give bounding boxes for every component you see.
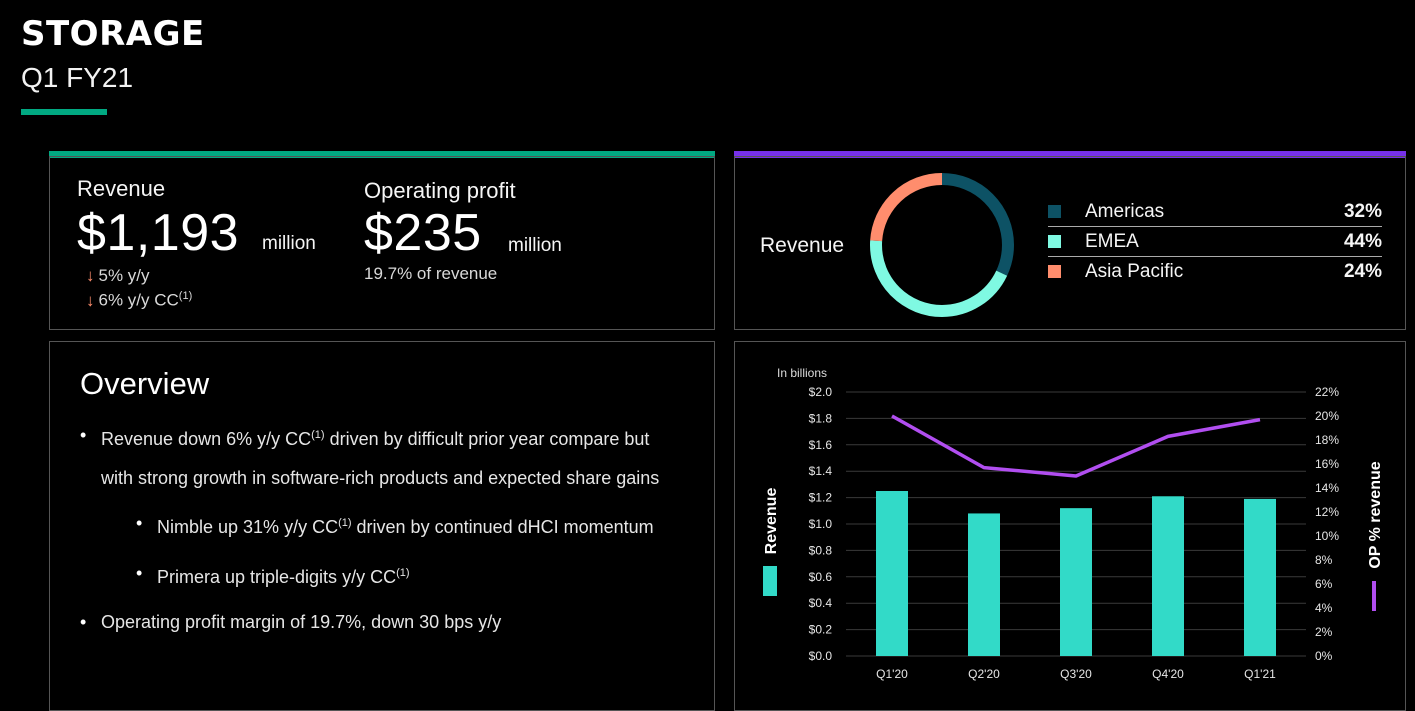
op-percent-line: [891, 414, 1261, 478]
left-axis-tick: $1.6: [809, 438, 833, 452]
right-axis-tick: 22%: [1315, 385, 1339, 399]
down-arrow-icon: ↓: [86, 290, 95, 310]
bullet-dot: •: [80, 425, 87, 445]
revenue-op-chart: In billions $0.0 $0.2 $0.4 $0.6 $0.8 $1.0 $1.2 $…: [763, 366, 1384, 681]
donut-slice-asia-pacific: [870, 173, 1014, 317]
category-label: Q1'21: [1244, 667, 1276, 681]
operating-profit-note: 19.7% of revenue: [364, 264, 498, 283]
bullet-dot: •: [136, 563, 143, 583]
left-axis-tick: $1.8: [809, 411, 833, 425]
category-label: Q1'20: [876, 667, 908, 681]
right-axis-tick: 12%: [1315, 505, 1339, 519]
kpi-panel-top-bar: [49, 151, 715, 158]
page-title: STORAGE: [21, 14, 205, 54]
right-axis-tick: 20%: [1315, 409, 1339, 423]
revenue-bar: [968, 513, 1000, 656]
revenue-value: $1,193: [77, 204, 240, 262]
right-axis-label: OP % revenue: [1367, 461, 1384, 568]
revenue-bar: [1060, 508, 1092, 656]
operating-profit-value: $235: [364, 204, 482, 262]
kpi-panel: [49, 156, 715, 330]
legend-asia-pacific: Asia Pacific 24%: [1048, 258, 1382, 287]
revenue-bar: [1244, 498, 1276, 656]
revenue-mix-top-bar: [734, 151, 1406, 158]
left-axis-tick: $1.4: [809, 464, 833, 478]
right-axis-tick: 6%: [1315, 577, 1333, 591]
left-axis-tick: $0.4: [809, 596, 833, 610]
operating-profit-unit: million: [508, 235, 562, 256]
down-arrow-icon: ↓: [86, 266, 95, 285]
left-axis-tick: $0.8: [809, 543, 833, 557]
revenue-mix-panel: [734, 156, 1406, 330]
left-axis-tick: $1.0: [809, 517, 833, 531]
revenue-mix-label: Revenue: [760, 234, 845, 257]
overview-bullet-2: • Operating profit margin of 19.7%, down …: [80, 603, 501, 642]
right-axis-tick: 2%: [1315, 625, 1333, 639]
left-axis-tick: $2.0: [809, 385, 833, 399]
revenue-mix-donut: [870, 173, 1014, 317]
donut-slice-emea: [870, 173, 1014, 317]
revenue-bar: [876, 491, 908, 656]
right-axis-tick: 14%: [1315, 481, 1339, 495]
category-label: Q3'20: [1060, 667, 1092, 681]
bullet-dot: •: [80, 612, 87, 632]
revenue-bar: [1152, 496, 1184, 656]
legend-emea: EMEA 44%: [1048, 228, 1382, 257]
legend-swatch: [1048, 265, 1061, 278]
revenue-label: Revenue: [77, 176, 166, 201]
revenue-unit: million: [262, 233, 316, 254]
revenue-change-2: ↓ 6% y/y CC(1): [86, 290, 193, 310]
left-axis-label: Revenue: [763, 488, 780, 555]
left-axis-tick: $0.0: [809, 649, 833, 663]
overview-title: Overview: [80, 366, 210, 401]
right-axis-tick: 0%: [1315, 649, 1333, 663]
left-axis-tick: $0.2: [809, 623, 833, 637]
bullet-dot: •: [136, 513, 143, 533]
page-subtitle: Q1 FY21: [21, 62, 134, 93]
legend-swatch: [1048, 205, 1061, 218]
right-axis-tick: 8%: [1315, 553, 1333, 567]
overview-sub-bullet-1: • Nimble up 31% y/y CC(1) driven by conti…: [136, 504, 654, 547]
operating-profit-label: Operating profit: [364, 178, 516, 203]
left-axis-tick: $0.6: [809, 570, 833, 584]
right-axis-tick: 16%: [1315, 457, 1339, 471]
revenue-change-1: ↓ 5% y/y: [86, 266, 150, 285]
overview-sub-bullet-2: • Primera up triple-digits y/y CC(1): [136, 554, 410, 597]
right-axis-tick: 10%: [1315, 529, 1339, 543]
right-axis-tick: 18%: [1315, 433, 1339, 447]
left-axis-tick: $1.2: [809, 491, 833, 505]
overview-bullet-1: • Revenue down 6% y/y CC(1) driven by dif…: [80, 416, 659, 498]
title-accent-rule: [21, 109, 107, 115]
legend-swatch: [1048, 235, 1061, 248]
category-label: Q4'20: [1152, 667, 1184, 681]
category-label: Q2'20: [968, 667, 1000, 681]
revenue-legend-swatch: [763, 566, 777, 596]
legend-americas: Americas 32%: [1048, 198, 1382, 227]
right-axis-tick: 4%: [1315, 601, 1333, 615]
chart-units-note: In billions: [777, 366, 827, 380]
